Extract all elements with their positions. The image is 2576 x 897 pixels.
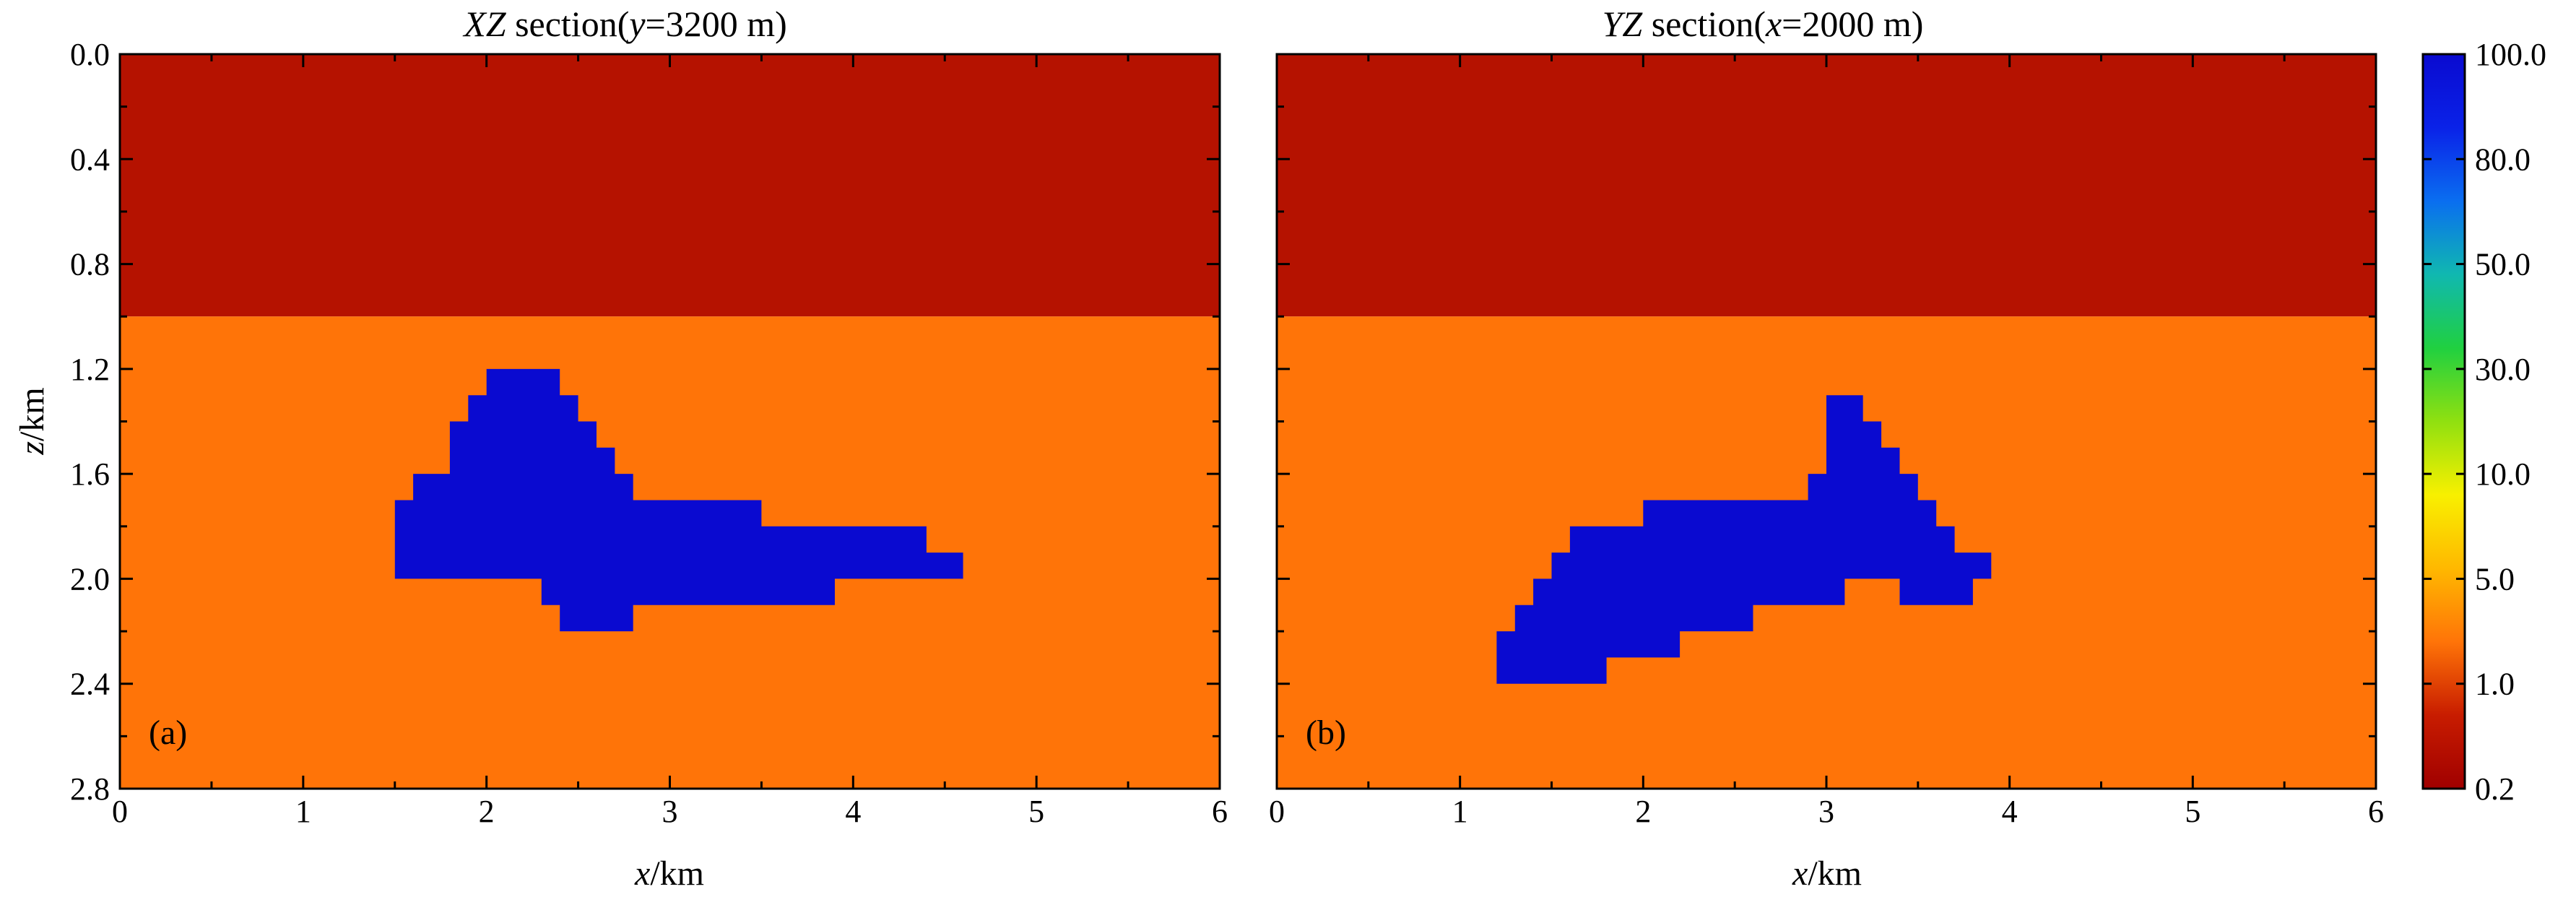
panel-b-x-tick-label: 1 [1452, 794, 1468, 829]
colorbar: 100.0 80.0 50.0 30.0 10.0 5.0 1.0 0.2 [2421, 37, 2546, 807]
z-tick-label: 1.2 [70, 352, 110, 387]
z-tick-label: 1.6 [70, 456, 110, 492]
panel-b-ticks: 0 1 2 3 4 5 6 [1269, 53, 2384, 829]
panel-b-x-tick-label: 4 [2002, 794, 2018, 829]
panel-b-x-tick-label: 6 [2368, 794, 2384, 829]
panel-xz-section: XZ section(y=3200 m) 0 1 2 3 4 5 6 0.0 0.4 0.8 1.2… [13, 4, 1228, 893]
panel-a-x-tick-label: 5 [1028, 794, 1044, 829]
panel-a-tag: (a) [149, 714, 187, 752]
panel-a-plot-area [120, 54, 1220, 789]
colorbar-tick-label: 30.0 [2475, 352, 2531, 387]
colorbar-gradient [2423, 54, 2465, 789]
panel-b-tag: (b) [1306, 714, 1346, 752]
panel-b-x-tick-label: 3 [1818, 794, 1834, 829]
panel-a-ticks: 0 1 2 3 4 5 6 0.0 0.4 0.8 1.2 1.6 2.0 2.4 2.8 [70, 37, 1228, 829]
panel-b-layer-1 [1277, 54, 2376, 317]
panel-b-x-tick-label: 2 [1635, 794, 1651, 829]
panel-b-x-axis-label: x/km [1792, 854, 1862, 893]
z-tick-label: 2.4 [70, 667, 110, 702]
panel-yz-section: YZ section(x=2000 m) 0 1 2 3 4 5 6 (b) x/km [1269, 4, 2384, 893]
panel-b-anomaly [1496, 395, 1992, 684]
panel-a-x-tick-label: 0 [112, 794, 128, 829]
colorbar-tick-label: 5.0 [2475, 561, 2515, 597]
panel-b-x-tick-label: 5 [2185, 794, 2200, 829]
z-tick-label: 0.8 [70, 247, 110, 282]
z-tick-label: 0.4 [70, 142, 110, 177]
panel-b-x-tick-label: 0 [1269, 794, 1285, 829]
y-axis-label: z/km [13, 387, 51, 455]
colorbar-tick-label: 1.0 [2475, 667, 2515, 702]
panel-a-x-tick-label: 2 [479, 794, 495, 829]
colorbar-tick-label: 0.2 [2475, 771, 2515, 807]
colorbar-ticks: 100.0 80.0 50.0 30.0 10.0 5.0 1.0 0.2 [2423, 37, 2546, 807]
z-tick-label: 0.0 [70, 37, 110, 72]
colorbar-tick-label: 50.0 [2475, 247, 2531, 282]
panel-a-x-tick-label: 4 [845, 794, 861, 829]
panel-a-anomaly [394, 368, 963, 632]
colorbar-tick-label: 100.0 [2475, 37, 2546, 72]
panel-a-layer-1 [120, 54, 1220, 317]
z-tick-label: 2.8 [70, 771, 110, 807]
panel-a-x-axis-label: x/km [634, 854, 704, 893]
panel-a-x-tick-label: 6 [1212, 794, 1228, 829]
z-tick-label: 2.0 [70, 561, 110, 597]
colorbar-frame [2421, 53, 2466, 790]
panel-b-title: YZ section(x=2000 m) [1603, 4, 1924, 44]
colorbar-tick-label: 10.0 [2475, 456, 2531, 492]
colorbar-tick-label: 80.0 [2475, 142, 2531, 177]
panel-a-x-tick-label: 3 [662, 794, 678, 829]
panel-a-x-tick-label: 1 [295, 794, 311, 829]
panel-b-plot-area [1277, 54, 2376, 789]
panel-a-title: XZ section(y=3200 m) [462, 4, 787, 44]
